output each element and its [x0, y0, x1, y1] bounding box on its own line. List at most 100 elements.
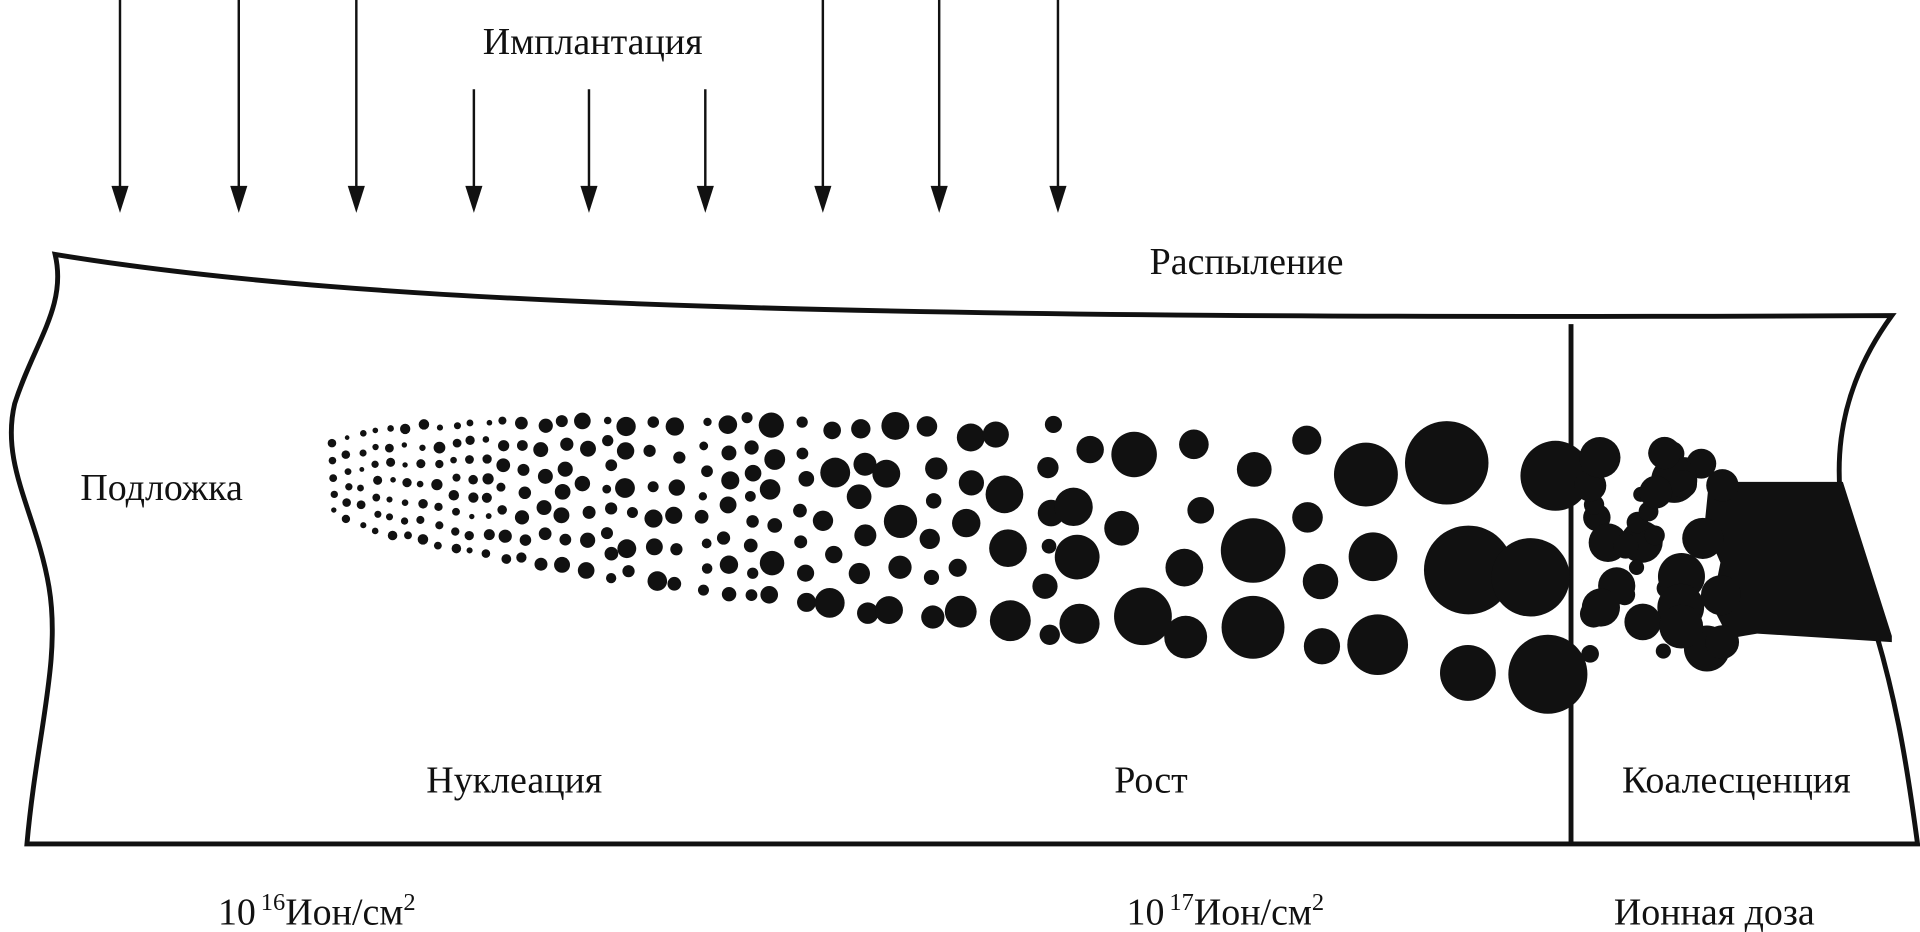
particle	[701, 563, 713, 574]
particle	[605, 459, 618, 472]
particle	[1292, 425, 1322, 455]
particle	[481, 492, 492, 503]
substrate-label: Подложка	[80, 467, 243, 509]
particle	[699, 441, 709, 451]
particle	[812, 510, 834, 531]
particle	[497, 505, 507, 515]
particle	[670, 543, 683, 556]
arrow-head	[930, 185, 948, 213]
particle	[386, 457, 396, 467]
particle	[1179, 429, 1209, 460]
particle	[622, 565, 635, 578]
arrow-head	[347, 185, 365, 213]
particle	[1508, 634, 1588, 714]
dose-axis-title: Ионная доза	[1614, 892, 1815, 932]
particle	[982, 421, 1009, 448]
particle	[1347, 614, 1409, 676]
particle	[433, 541, 442, 550]
particle	[373, 475, 383, 485]
particle	[616, 442, 635, 460]
particle	[452, 438, 462, 448]
particle	[743, 538, 758, 553]
particle	[342, 498, 351, 507]
particle	[797, 564, 815, 582]
particle	[759, 479, 781, 500]
particle	[360, 430, 367, 437]
particle	[1076, 435, 1104, 464]
particle	[328, 456, 337, 465]
particle	[1032, 573, 1058, 599]
particle	[647, 571, 668, 591]
particle	[453, 422, 462, 430]
particle	[985, 475, 1024, 514]
particle	[645, 538, 663, 556]
dose-tick: 10 17Ион/см2	[1127, 889, 1325, 932]
particle	[582, 505, 596, 519]
particle	[797, 592, 817, 612]
particle	[1104, 510, 1140, 546]
particle	[486, 419, 493, 426]
particle	[952, 508, 981, 538]
particle	[416, 459, 426, 469]
particle	[433, 441, 446, 454]
particle	[431, 478, 443, 491]
particle	[482, 436, 490, 443]
particle	[557, 461, 573, 477]
particle	[853, 452, 877, 476]
particle	[402, 462, 408, 468]
particle	[925, 493, 942, 509]
particle	[616, 416, 636, 437]
particle	[417, 534, 429, 545]
particle	[665, 506, 683, 524]
particle	[387, 425, 394, 432]
particle	[1037, 456, 1059, 479]
particle	[390, 477, 396, 483]
particle	[1333, 442, 1398, 507]
particle	[580, 532, 596, 548]
particle	[925, 457, 948, 480]
particle	[329, 474, 338, 483]
particle	[331, 507, 337, 513]
particle	[1700, 575, 1741, 616]
particle	[1440, 645, 1496, 701]
arrow-head	[814, 185, 832, 213]
particle	[387, 530, 398, 541]
particle	[1491, 538, 1570, 617]
particle	[482, 473, 494, 485]
particle	[1044, 415, 1062, 433]
particle	[759, 550, 785, 576]
particle	[1164, 615, 1208, 659]
particle	[606, 573, 617, 584]
particle	[436, 424, 444, 431]
particle	[956, 423, 985, 452]
arrow-head	[111, 185, 129, 213]
particle	[515, 416, 528, 430]
particle	[1404, 421, 1489, 505]
particle	[419, 444, 426, 451]
particle	[1423, 525, 1513, 615]
particle	[701, 465, 713, 478]
particle	[498, 529, 512, 543]
particle	[1669, 470, 1698, 499]
particle	[1648, 436, 1681, 470]
particle	[1165, 548, 1204, 587]
particle	[451, 527, 460, 536]
particle	[538, 527, 552, 541]
particle	[516, 440, 528, 451]
particle	[416, 480, 424, 488]
particle	[1639, 475, 1673, 509]
particle	[854, 524, 877, 547]
particle	[1292, 502, 1323, 533]
particle	[468, 492, 479, 503]
particle	[794, 535, 808, 549]
particle	[1041, 538, 1057, 554]
particle	[665, 417, 684, 436]
particle	[721, 586, 737, 602]
particle	[534, 557, 548, 571]
particle	[701, 538, 712, 549]
particle	[496, 482, 506, 492]
particle	[944, 595, 977, 628]
particle	[452, 507, 460, 516]
particle	[883, 504, 918, 539]
